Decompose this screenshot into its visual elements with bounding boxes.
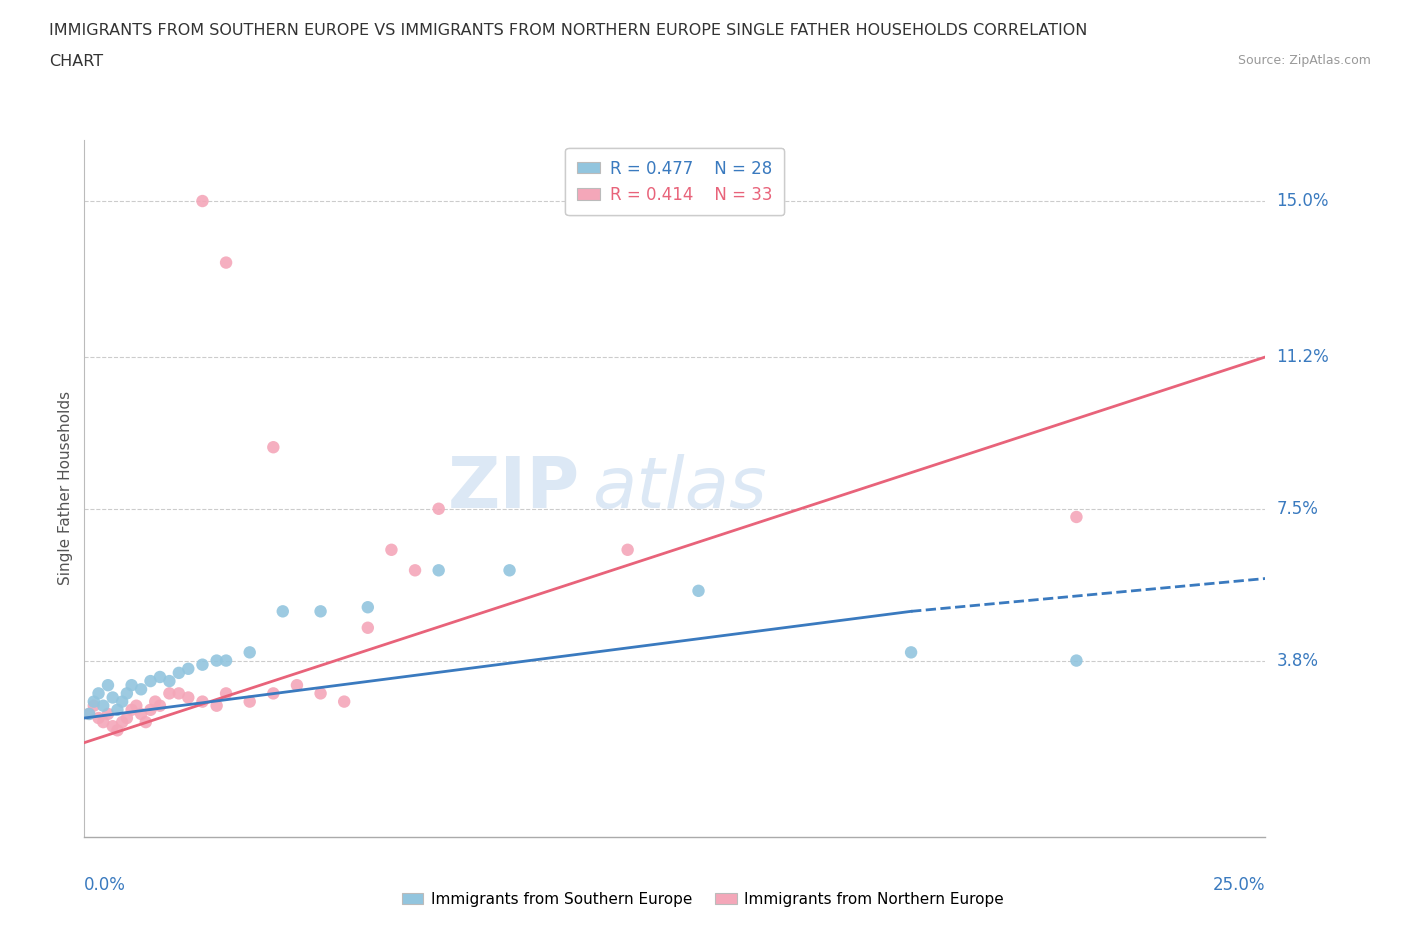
Point [91, 698, 114, 713]
Point [215, 686, 238, 701]
Text: 11.2%: 11.2% [1277, 348, 1329, 366]
Point [135, 714, 157, 729]
Point [205, 698, 228, 713]
Point [129, 682, 152, 697]
Text: Source: ZipAtlas.com: Source: ZipAtlas.com [1237, 54, 1371, 67]
Point [83, 694, 105, 709]
Point [333, 694, 356, 709]
Point [97, 707, 120, 722]
Point [380, 542, 402, 557]
Point [115, 686, 138, 701]
Point [177, 661, 200, 676]
Text: 15.0%: 15.0% [1277, 192, 1329, 210]
Point [87, 711, 110, 725]
Point [688, 583, 710, 598]
Point [404, 563, 426, 578]
Point [157, 673, 180, 688]
Point [191, 193, 214, 208]
Point [77, 707, 100, 722]
Point [121, 702, 143, 717]
Text: 0.0%: 0.0% [84, 876, 127, 894]
Point [309, 686, 332, 701]
Point [215, 653, 238, 668]
Point [177, 690, 200, 705]
Point [427, 501, 450, 516]
Text: 25.0%: 25.0% [1213, 876, 1265, 894]
Point [125, 698, 148, 713]
Point [83, 698, 105, 713]
Point [191, 694, 214, 709]
Point [215, 255, 238, 270]
Point [285, 678, 308, 693]
Point [107, 702, 129, 717]
Point [357, 620, 380, 635]
Point [271, 604, 294, 618]
Point [87, 686, 110, 701]
Point [191, 658, 214, 672]
Point [157, 686, 180, 701]
Point [309, 604, 332, 618]
Text: atlas: atlas [592, 454, 766, 523]
Point [91, 714, 114, 729]
Point [101, 690, 124, 705]
Text: CHART: CHART [49, 54, 103, 69]
Point [149, 698, 172, 713]
Point [262, 440, 284, 455]
Point [498, 563, 520, 578]
Point [139, 702, 162, 717]
Point [115, 711, 138, 725]
Point [139, 673, 162, 688]
Point [97, 678, 120, 693]
Legend: R = 0.477    N = 28, R = 0.414    N = 33: R = 0.477 N = 28, R = 0.414 N = 33 [565, 148, 785, 216]
Point [239, 694, 262, 709]
Point [1066, 510, 1088, 525]
Point [357, 600, 380, 615]
Point [149, 670, 172, 684]
Point [239, 644, 262, 659]
Point [111, 694, 134, 709]
Y-axis label: Single Father Households: Single Father Households [58, 392, 73, 585]
Point [616, 542, 638, 557]
Point [167, 686, 190, 701]
Point [900, 644, 922, 659]
Point [77, 707, 100, 722]
Point [129, 707, 152, 722]
Point [205, 653, 228, 668]
Point [121, 678, 143, 693]
Text: 3.8%: 3.8% [1277, 652, 1319, 670]
Point [143, 694, 166, 709]
Point [167, 666, 190, 681]
Legend: Immigrants from Southern Europe, Immigrants from Northern Europe: Immigrants from Southern Europe, Immigra… [396, 886, 1010, 913]
Text: 7.5%: 7.5% [1277, 499, 1319, 518]
Point [101, 719, 124, 734]
Point [427, 563, 450, 578]
Point [262, 686, 284, 701]
Text: ZIP: ZIP [449, 454, 581, 523]
Text: IMMIGRANTS FROM SOUTHERN EUROPE VS IMMIGRANTS FROM NORTHERN EUROPE SINGLE FATHER: IMMIGRANTS FROM SOUTHERN EUROPE VS IMMIG… [49, 23, 1088, 38]
Point [107, 723, 129, 737]
Point [1066, 653, 1088, 668]
Point [111, 714, 134, 729]
